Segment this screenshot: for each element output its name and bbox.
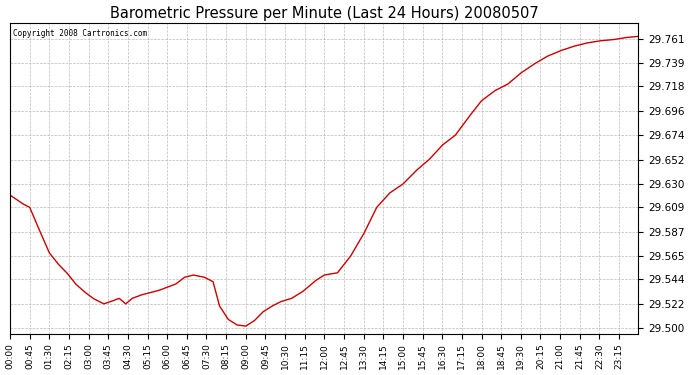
Title: Barometric Pressure per Minute (Last 24 Hours) 20080507: Barometric Pressure per Minute (Last 24 …	[110, 6, 538, 21]
Text: Copyright 2008 Cartronics.com: Copyright 2008 Cartronics.com	[13, 29, 148, 38]
